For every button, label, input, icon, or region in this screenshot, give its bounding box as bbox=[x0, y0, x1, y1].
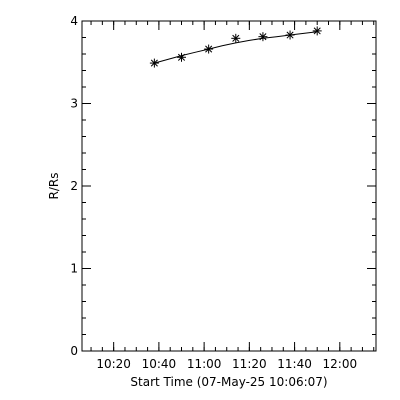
x-axis: 10:20 10:40 11:00 11:20 11:40 12:00 bbox=[96, 21, 357, 371]
x-tick-label: 11:20 bbox=[232, 357, 267, 371]
plot-frame bbox=[81, 20, 377, 352]
y-tick-label: 2 bbox=[70, 179, 78, 193]
y-axis: 0 1 2 3 4 bbox=[70, 14, 376, 358]
data-point bbox=[204, 44, 214, 54]
data-point bbox=[149, 58, 159, 68]
x-tick-label: 10:20 bbox=[96, 357, 131, 371]
x-tick-label: 10:40 bbox=[142, 357, 177, 371]
data-point bbox=[312, 26, 322, 36]
y-tick-label: 1 bbox=[70, 262, 78, 276]
y-tick-label: 3 bbox=[70, 97, 78, 111]
x-axis-label: Start Time (07-May-25 10:06:07) bbox=[130, 375, 327, 389]
x-tick-label: 11:40 bbox=[277, 357, 312, 371]
x-tick-label: 12:00 bbox=[323, 357, 358, 371]
y-axis-label: R/Rs bbox=[47, 173, 61, 200]
y-tick-label: 4 bbox=[70, 14, 78, 28]
data-point bbox=[258, 32, 268, 42]
data-points bbox=[149, 26, 322, 68]
y-tick-label: 0 bbox=[70, 344, 78, 358]
data-point bbox=[231, 33, 241, 43]
x-tick-label: 11:00 bbox=[187, 357, 222, 371]
data-point bbox=[285, 30, 295, 40]
data-point bbox=[177, 52, 187, 62]
minor-ticks bbox=[82, 20, 376, 352]
